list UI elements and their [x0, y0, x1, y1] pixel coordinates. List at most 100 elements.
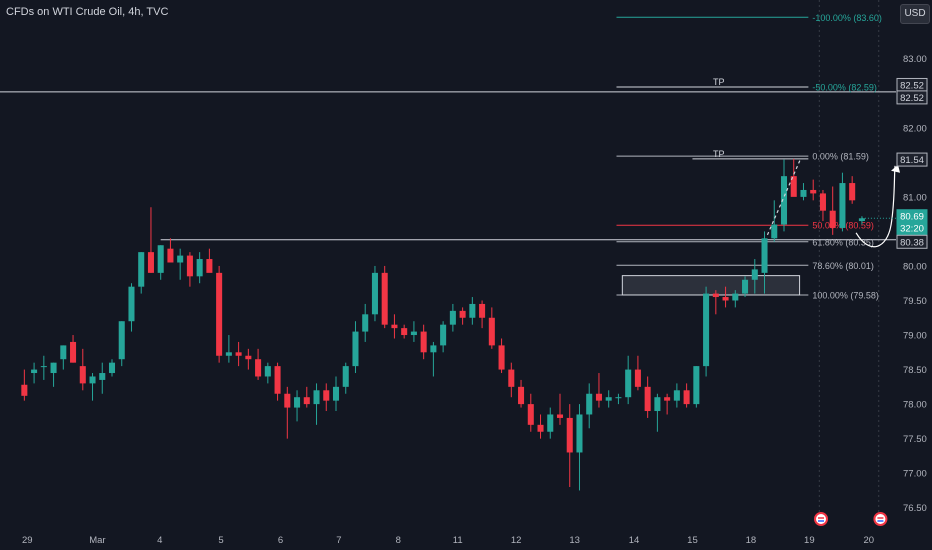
x-tick-label: Mar [89, 535, 105, 546]
candle-body [498, 345, 505, 370]
candle-body [479, 303, 486, 318]
candle-body [157, 245, 164, 273]
tp-label: TP [713, 149, 725, 159]
x-tick-label: 4 [157, 535, 162, 546]
candle-body [459, 310, 466, 318]
candle-body [294, 397, 301, 408]
candle-body [673, 390, 680, 401]
x-tick-label: 8 [396, 535, 401, 546]
candle-body [79, 366, 86, 384]
candle-body [128, 286, 135, 322]
candle-body [518, 386, 525, 405]
candle-body [712, 293, 719, 298]
y-tick-label: 82.00 [903, 123, 927, 134]
candle-body [625, 369, 632, 398]
event-flag-icon [873, 512, 888, 526]
candle-body [819, 193, 826, 211]
candle-body [186, 255, 193, 277]
candle-body [284, 393, 291, 408]
candle-body [303, 397, 310, 405]
candle-body [440, 324, 447, 346]
price-badge [896, 90, 928, 105]
candle-body [858, 218, 865, 222]
candle-body [634, 369, 641, 387]
candle-body [118, 321, 125, 360]
candle-body [780, 176, 788, 225]
price-badge-label: 80.69 [900, 212, 924, 223]
candle-body [810, 189, 817, 194]
y-tick-label: 78.00 [903, 400, 927, 411]
price-badge-label: 82.52 [900, 80, 924, 91]
candle-body [31, 369, 38, 374]
event-flag-icon [814, 512, 829, 526]
candle-body [664, 397, 671, 401]
candle-body [177, 255, 184, 263]
y-tick-label: 76.50 [903, 503, 927, 514]
candle-body [644, 386, 651, 412]
x-tick-label: 18 [746, 535, 757, 546]
candle-body [703, 293, 710, 367]
currency-button[interactable]: USD [900, 4, 930, 24]
candle-body [216, 272, 223, 356]
symbol-title: CFDs on WTI Crude Oil, 4h, TVC [6, 6, 169, 18]
candle-body [196, 259, 203, 277]
x-tick-label: 19 [804, 535, 815, 546]
time-axis-panel [0, 525, 932, 550]
impulse-projection-line [766, 158, 802, 236]
x-tick-label: 5 [218, 535, 223, 546]
fib-level-label: 100.00% (79.58) [812, 290, 879, 300]
projection-arrow [855, 165, 896, 248]
fib-level-label: 61.80% (80.35) [812, 237, 874, 247]
candle-body [391, 324, 398, 329]
y-tick-label: 79.50 [903, 296, 927, 307]
candle-body [508, 369, 515, 387]
candle-body [401, 328, 408, 336]
fib-level-label: 78.60% (80.01) [812, 261, 874, 271]
price-badge-label: 81.54 [900, 155, 924, 166]
candle-body [595, 393, 602, 401]
candle-body [245, 355, 252, 360]
demand-zone-box [621, 275, 801, 296]
candle-body [732, 293, 739, 301]
candle-body [313, 390, 320, 405]
x-tick-label: 15 [687, 535, 698, 546]
price-badge-label: 82.52 [900, 93, 924, 104]
candle-body [683, 390, 690, 405]
candle-body [547, 414, 554, 432]
candle-body [89, 376, 96, 384]
candle-body [352, 331, 359, 367]
candle-body [206, 259, 213, 273]
x-tick-label: 7 [336, 535, 341, 546]
candle-body [488, 317, 495, 346]
candle-body [800, 189, 807, 197]
candle-body [60, 345, 67, 360]
y-tick-label: 77.50 [903, 434, 927, 445]
price-badge [896, 220, 928, 235]
y-tick-label: 80.00 [903, 261, 927, 272]
candle-body [527, 404, 534, 425]
candle-body [362, 314, 369, 332]
candle-body [138, 252, 145, 287]
candle-body [849, 183, 856, 201]
fib-level-label: 0.00% (81.59) [812, 152, 869, 162]
x-tick-label: 29 [22, 535, 33, 546]
candle-body [255, 359, 262, 377]
x-tick-label: 12 [511, 535, 522, 546]
candle-body [790, 176, 797, 197]
x-tick-label: 6 [278, 535, 283, 546]
candle-body [556, 414, 564, 418]
candle-body [420, 331, 427, 353]
candle-body [615, 397, 622, 399]
fib-level-label: -100.00% (83.60) [812, 13, 882, 23]
candle-body [323, 390, 330, 401]
candle-body [566, 417, 573, 453]
candle-body [410, 331, 417, 336]
candle-body [108, 362, 116, 374]
price-badge-label: 80.38 [900, 237, 924, 248]
candle-body [381, 272, 388, 325]
candle-body [235, 352, 242, 356]
x-tick-label: 14 [629, 535, 640, 546]
candle-body [342, 366, 349, 387]
candle-body [654, 397, 661, 412]
